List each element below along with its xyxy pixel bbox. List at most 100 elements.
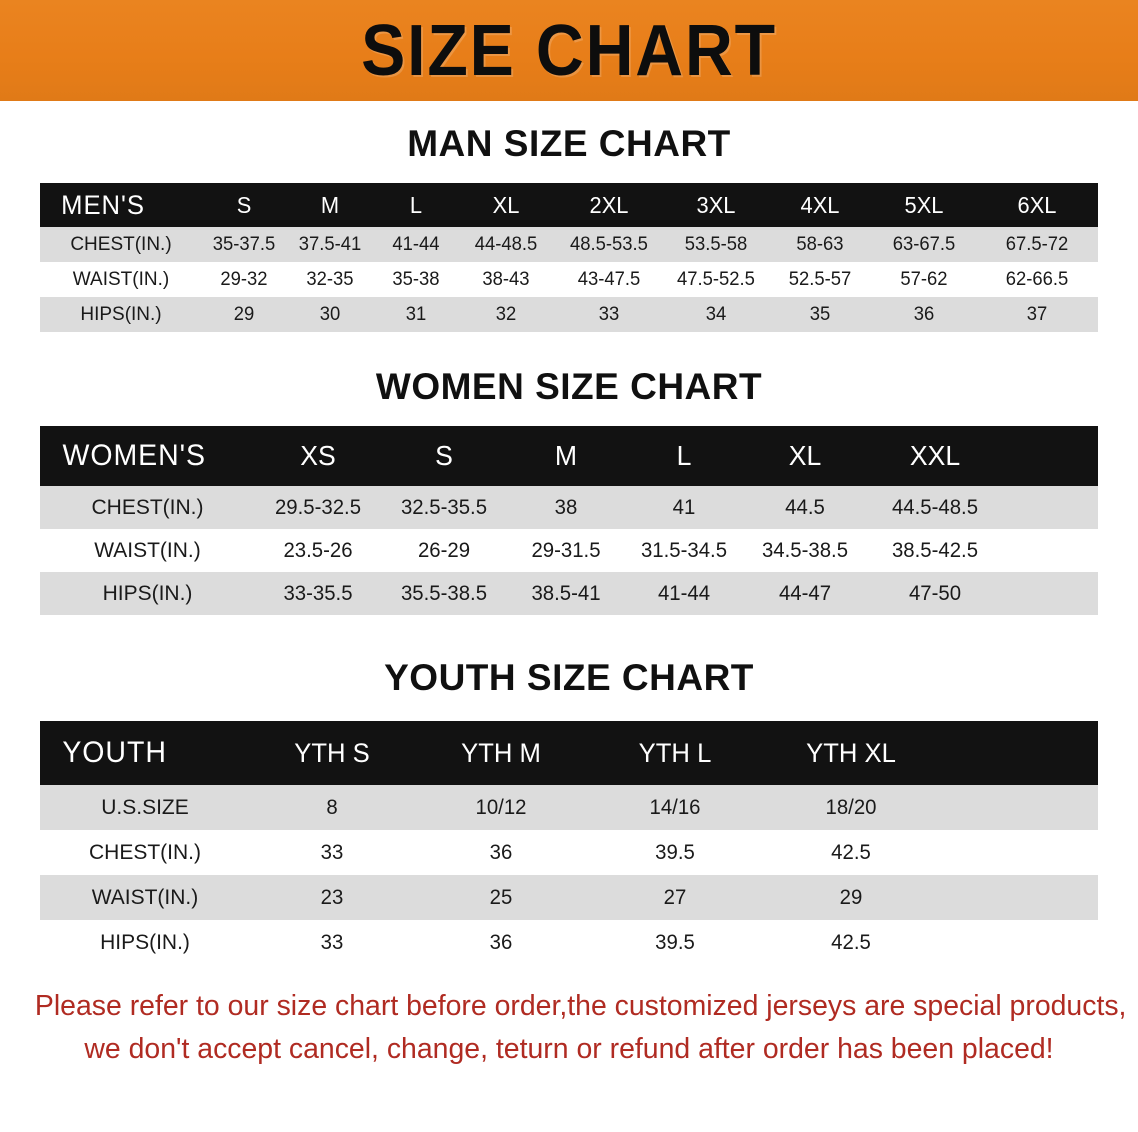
- man-row-label-waist: WAIST(IN.): [72, 268, 170, 290]
- youth-col-header-yth-m: YTH M: [461, 737, 541, 768]
- table-row: HIPS(IN.) 33 36 39.5 42.5: [40, 920, 1098, 965]
- youth-hips-yth-m: 36: [489, 930, 513, 954]
- table-row: WAIST(IN.) 29-32 32-35 35-38 38-43 43-47…: [40, 262, 1098, 297]
- youth-col-header-yth-l: YTH L: [638, 737, 712, 768]
- youth-corner-label: YOUTH: [62, 736, 167, 769]
- youth-ussize-yth-m: 10/12: [475, 795, 527, 819]
- women-chest-xs: 29.5-32.5: [274, 495, 362, 519]
- man-col-header-m: M: [320, 191, 340, 218]
- women-hips-xxl: 47-50: [908, 581, 962, 605]
- women-hips-m: 38.5-41: [531, 581, 601, 605]
- man-hips-s: 29: [233, 303, 255, 325]
- women-waist-xs: 23.5-26: [283, 538, 353, 562]
- table-row: HIPS(IN.) 29 30 31 32 33 34 35 36 37: [40, 297, 1098, 332]
- man-table-header-row: MEN'S S M L XL 2XL 3XL 4XL 5XL 6XL: [40, 183, 1098, 227]
- man-chest-3xl: 53.5-58: [684, 233, 748, 255]
- women-header-spacer: [1005, 426, 1095, 486]
- women-waist-l: 31.5-34.5: [640, 538, 728, 562]
- man-chest-l: 41-44: [392, 233, 440, 255]
- man-waist-xl: 38-43: [482, 268, 530, 290]
- youth-row-label-hips: HIPS(IN.): [100, 930, 190, 954]
- youth-chest-spacer: [942, 830, 1095, 875]
- women-col-header-xxl: XXL: [909, 440, 961, 471]
- youth-hips-yth-s: 33: [320, 930, 344, 954]
- women-section-title: WOMEN SIZE CHART: [375, 366, 763, 407]
- women-size-table-wrapper: WOMEN'S XS S M L XL XXL CHEST(IN.) 29.5-…: [40, 426, 1098, 615]
- youth-row-label-ussize: U.S.SIZE: [101, 795, 189, 819]
- man-waist-5xl: 57-62: [900, 268, 948, 290]
- man-waist-6xl: 62-66.5: [1005, 268, 1069, 290]
- women-row-label-hips: HIPS(IN.): [102, 581, 193, 605]
- youth-chest-yth-s: 33: [320, 840, 344, 864]
- disclaimer-line-1: Please refer to our size chart before or…: [34, 990, 1127, 1022]
- youth-chest-yth-m: 36: [489, 840, 513, 864]
- table-row: U.S.SIZE 8 10/12 14/16 18/20: [40, 785, 1098, 830]
- women-chest-xxl: 44.5-48.5: [891, 495, 979, 519]
- man-row-label-chest: CHEST(IN.): [70, 233, 172, 255]
- women-hips-s: 35.5-38.5: [400, 581, 488, 605]
- youth-col-header-yth-s: YTH S: [294, 737, 370, 768]
- youth-row-label-waist: WAIST(IN.): [91, 885, 199, 909]
- man-hips-3xl: 34: [705, 303, 727, 325]
- women-hips-spacer: [1004, 572, 1096, 615]
- women-col-header-xs: XS: [300, 440, 336, 471]
- youth-hips-yth-l: 39.5: [655, 930, 695, 954]
- man-col-header-5xl: 5XL: [904, 191, 944, 218]
- page-title: SIZE CHART: [361, 10, 777, 91]
- youth-row-label-chest: CHEST(IN.): [89, 840, 201, 864]
- man-hips-xl: 32: [495, 303, 517, 325]
- women-table-header-row: WOMEN'S XS S M L XL XXL: [40, 426, 1098, 486]
- man-hips-4xl: 35: [809, 303, 831, 325]
- man-waist-l: 35-38: [392, 268, 440, 290]
- man-corner-label: MEN'S: [61, 189, 145, 220]
- man-waist-3xl: 47.5-52.5: [677, 268, 755, 290]
- women-col-header-m: M: [554, 440, 578, 471]
- women-hips-xs: 33-35.5: [283, 581, 353, 605]
- women-waist-xxl: 38.5-42.5: [891, 538, 979, 562]
- youth-size-table-wrapper: YOUTH YTH S YTH M YTH L YTH XL U.S.SIZE …: [40, 721, 1098, 965]
- table-row: WAIST(IN.) 23.5-26 26-29 29-31.5 31.5-34…: [40, 529, 1098, 572]
- man-col-header-l: L: [409, 191, 423, 218]
- man-size-table: MEN'S S M L XL 2XL 3XL 4XL 5XL 6XL CHEST…: [40, 183, 1098, 332]
- women-hips-l: 41-44: [657, 581, 711, 605]
- youth-waist-spacer: [942, 875, 1095, 920]
- youth-header-spacer: [944, 721, 1094, 785]
- women-col-header-l: L: [676, 440, 692, 471]
- women-col-header-s: S: [435, 440, 453, 471]
- youth-col-header-yth-xl: YTH XL: [806, 737, 896, 768]
- youth-ussize-yth-xl: 18/20: [825, 795, 877, 819]
- women-waist-xl: 34.5-38.5: [761, 538, 849, 562]
- women-col-header-xl: XL: [788, 440, 822, 471]
- man-col-header-3xl: 3XL: [696, 191, 736, 218]
- man-waist-s: 29-32: [220, 268, 268, 290]
- women-chest-m: 38: [554, 495, 578, 519]
- man-hips-l: 31: [405, 303, 427, 325]
- youth-waist-yth-s: 23: [320, 885, 344, 909]
- man-waist-m: 32-35: [306, 268, 354, 290]
- women-waist-spacer: [1004, 529, 1096, 572]
- youth-size-table: YOUTH YTH S YTH M YTH L YTH XL U.S.SIZE …: [40, 721, 1098, 965]
- man-row-label-hips: HIPS(IN.): [80, 303, 162, 325]
- women-chest-spacer: [1004, 486, 1096, 529]
- women-waist-s: 26-29: [417, 538, 471, 562]
- women-chest-xl: 44.5: [785, 495, 825, 519]
- man-chest-5xl: 63-67.5: [892, 233, 956, 255]
- table-row: CHEST(IN.) 33 36 39.5 42.5: [40, 830, 1098, 875]
- man-hips-2xl: 33: [598, 303, 620, 325]
- man-chest-4xl: 58-63: [796, 233, 844, 255]
- women-size-table: WOMEN'S XS S M L XL XXL CHEST(IN.) 29.5-…: [40, 426, 1098, 615]
- table-row: CHEST(IN.) 29.5-32.5 32.5-35.5 38 41 44.…: [40, 486, 1098, 529]
- table-row: WAIST(IN.) 23 25 27 29: [40, 875, 1098, 920]
- man-hips-6xl: 37: [1026, 303, 1048, 325]
- man-chest-s: 35-37.5: [212, 233, 276, 255]
- man-section-title: MAN SIZE CHART: [407, 123, 731, 164]
- man-col-header-6xl: 6XL: [1017, 191, 1057, 218]
- women-chest-l: 41: [672, 495, 696, 519]
- youth-waist-yth-xl: 29: [839, 885, 863, 909]
- man-chest-xl: 44-48.5: [474, 233, 538, 255]
- disclaimer-line-2: we don't accept cancel, change, teturn o…: [84, 1032, 1054, 1065]
- youth-ussize-yth-l: 14/16: [649, 795, 701, 819]
- youth-waist-yth-m: 25: [489, 885, 513, 909]
- youth-ussize-spacer: [942, 785, 1095, 830]
- youth-section-title: YOUTH SIZE CHART: [384, 657, 754, 698]
